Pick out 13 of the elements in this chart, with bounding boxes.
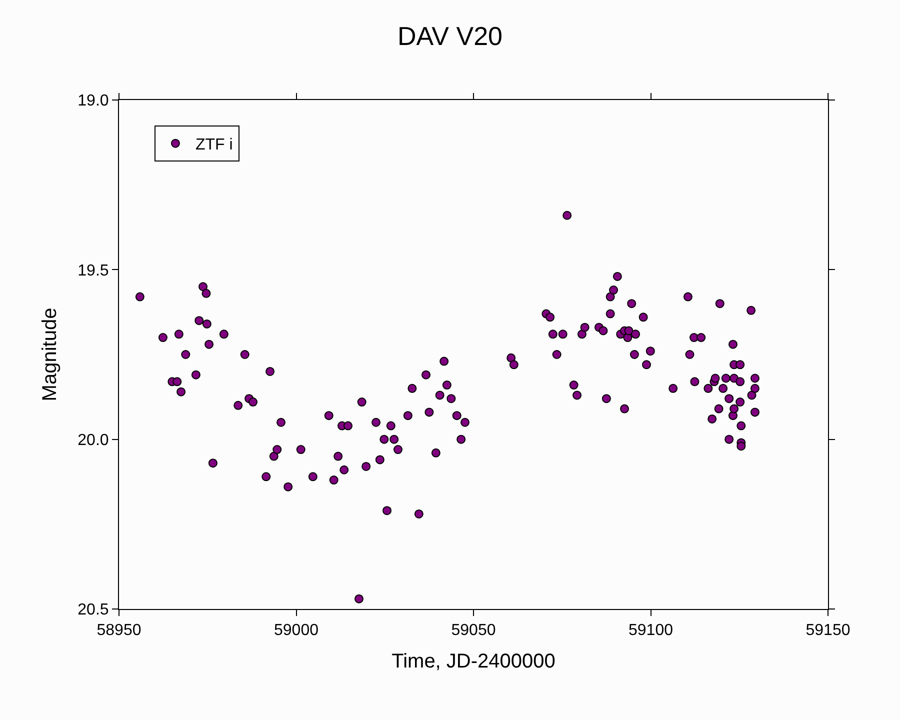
x-tick-label: 59050: [451, 622, 496, 640]
x-axis-title: Time, JD-2400000: [392, 650, 556, 673]
y-tick-label: 19.5: [78, 262, 109, 280]
x-tick-label: 59100: [628, 622, 674, 640]
x-tick-label: 58950: [96, 622, 142, 640]
x-tick-label: 59150: [806, 622, 850, 640]
y-axis-title: Magnitude: [39, 308, 62, 402]
chart-title: DAV V20: [397, 21, 503, 52]
y-tick-label: 20.5: [78, 602, 109, 619]
y-tick-label: 20.0: [78, 432, 109, 449]
y-tick-label: 19.0: [78, 92, 109, 110]
legend-label: ZTF i: [195, 136, 233, 154]
x-tick-label: 59000: [274, 622, 319, 640]
